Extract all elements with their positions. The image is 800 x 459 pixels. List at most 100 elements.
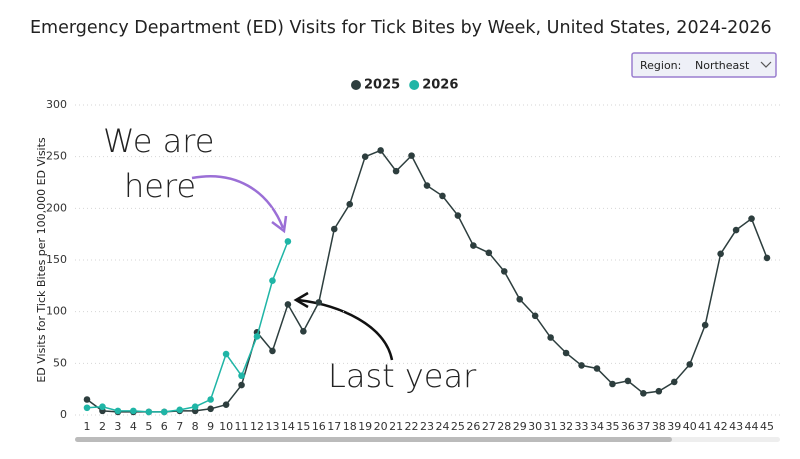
- x-tick-label: 18: [343, 420, 357, 433]
- dropdown-arrow: [760, 61, 772, 68]
- x-tick-label: 11: [235, 420, 249, 433]
- x-tick-label: 20: [374, 420, 388, 433]
- data-point: [547, 334, 554, 341]
- x-tick-label: 22: [405, 420, 419, 433]
- data-point: [732, 226, 740, 234]
- x-tick-label: 12: [250, 420, 264, 433]
- data-point: [130, 407, 137, 415]
- dropdown-box[interactable]: [631, 52, 777, 78]
- data-point: [609, 380, 616, 388]
- legend-label: 2025: [364, 78, 400, 93]
- x-tick-label: 10: [219, 420, 233, 433]
- x-tick-label: 37: [636, 420, 650, 433]
- data-point: [191, 403, 199, 411]
- data-point: [686, 361, 694, 368]
- annotation-arrow-head: [293, 291, 309, 309]
- x-tick-label: 32: [559, 420, 573, 433]
- data-point: [562, 349, 570, 357]
- chart-title: Emergency Department (ED) Visits for Tic…: [30, 18, 772, 38]
- scrollbar-thumb[interactable]: [75, 437, 672, 442]
- data-point: [423, 182, 431, 189]
- data-point: [222, 350, 230, 358]
- data-point: [160, 408, 168, 416]
- x-tick-label: 45: [760, 420, 774, 433]
- y-tick-label: 100: [46, 305, 67, 318]
- x-tick-label: 39: [667, 420, 681, 433]
- x-tick-label: 25: [451, 420, 465, 433]
- data-point: [300, 328, 307, 335]
- data-point: [392, 167, 400, 175]
- annotation-arrow: [297, 298, 394, 361]
- x-tick-label: 27: [482, 420, 496, 433]
- data-point: [593, 365, 601, 372]
- data-point: [578, 362, 585, 369]
- data-point: [655, 387, 663, 395]
- y-tick-label: 250: [46, 150, 67, 163]
- data-point: [253, 333, 261, 340]
- x-tick-label: 14: [281, 420, 295, 433]
- x-tick-label: 38: [652, 420, 666, 433]
- x-tick-label: 8: [192, 420, 199, 433]
- x-tick-label: 21: [389, 420, 403, 433]
- data-point: [269, 277, 276, 284]
- data-point: [640, 390, 647, 397]
- annotation-arrow-head: [271, 215, 288, 234]
- y-tick-label: 150: [46, 253, 67, 266]
- x-tick-label: 7: [176, 420, 183, 433]
- x-tick-label: 17: [327, 420, 341, 433]
- filter-label: Region:: [640, 59, 681, 72]
- data-point: [624, 377, 632, 385]
- data-point: [222, 401, 230, 408]
- x-tick-label: 3: [114, 420, 121, 433]
- x-tick-label: 30: [528, 420, 542, 433]
- data-point: [346, 200, 354, 208]
- filter-value[interactable]: Northeast: [695, 59, 750, 72]
- data-point: [145, 408, 153, 416]
- legend: 2025 2026: [351, 78, 458, 93]
- x-tick-label: 23: [420, 420, 434, 433]
- data-point: [238, 372, 245, 380]
- x-tick-label: 35: [605, 420, 619, 433]
- x-tick-label: 5: [145, 420, 152, 433]
- x-tick-label: 2: [99, 420, 106, 433]
- x-tick-label: 31: [544, 420, 558, 433]
- x-tick-label: 44: [745, 420, 759, 433]
- x-tick-label: 24: [435, 420, 449, 433]
- data-point: [717, 250, 724, 258]
- data-point: [439, 192, 446, 200]
- x-tick-label: 33: [575, 420, 589, 433]
- data-point: [516, 295, 524, 303]
- x-tick-label: 42: [714, 420, 728, 433]
- x-tick-label: 4: [130, 420, 137, 433]
- data-point: [83, 404, 91, 412]
- data-point: [470, 242, 477, 249]
- x-tick-label: 9: [207, 420, 214, 433]
- y-tick-label: 300: [46, 98, 67, 111]
- annotation-arrow: [191, 175, 285, 229]
- data-point: [83, 396, 91, 403]
- legend-marker: [351, 80, 361, 90]
- data-point: [284, 301, 292, 308]
- x-tick-label: 16: [312, 420, 326, 433]
- x-tick-label: 15: [296, 420, 310, 433]
- data-point: [701, 321, 709, 329]
- x-tick-label: 40: [683, 420, 697, 433]
- y-axis-label: ED Visits for Tick Bites per 100,000 ED …: [35, 137, 48, 383]
- annotation: We are: [103, 122, 214, 160]
- x-tick-label: 41: [698, 420, 712, 433]
- x-tick-label: 13: [265, 420, 279, 433]
- x-tick-label: 36: [621, 420, 635, 433]
- data-point: [207, 396, 214, 403]
- data-point: [269, 347, 276, 355]
- x-tick-label: 19: [358, 420, 372, 433]
- data-point: [500, 268, 508, 275]
- region-filter[interactable]: Region: Northeast: [631, 52, 777, 78]
- series-line: [86, 241, 289, 413]
- data-point: [454, 212, 462, 219]
- legend-label: 2026: [422, 78, 458, 93]
- x-tick-label: 29: [513, 420, 527, 433]
- y-tick-label: 200: [46, 201, 67, 214]
- x-tick-label: 43: [729, 420, 743, 433]
- annotation: here: [124, 167, 196, 205]
